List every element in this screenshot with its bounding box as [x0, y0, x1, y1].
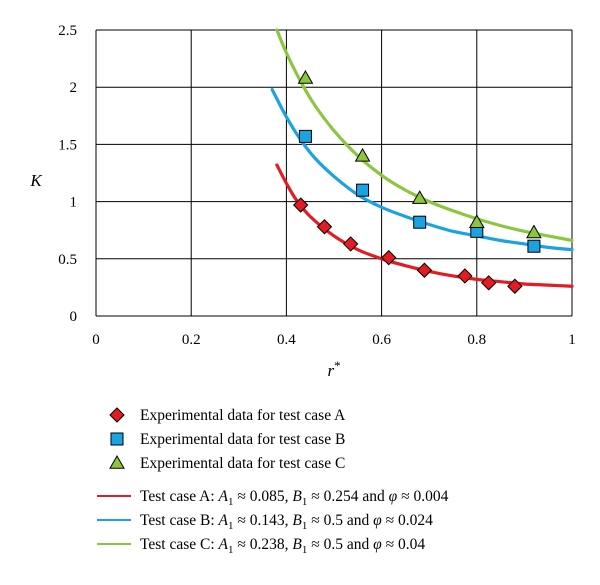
data-point-c: [468, 214, 485, 228]
legend-entry-label: Experimental data for test case B: [140, 431, 345, 448]
y-tick-label: 1: [70, 195, 78, 211]
legend-entry-label: Experimental data for test case A: [140, 407, 346, 424]
y-tick-label: 0: [70, 309, 78, 325]
data-point-b: [413, 215, 427, 229]
tick-labels: 0 0.2 0.4 0.6 0.8 1 0 0.5 1 1.5 2 2.5: [58, 23, 576, 348]
data-point-a: [316, 219, 333, 235]
data-point-a: [381, 249, 397, 266]
y-tick-label: 2.5: [58, 23, 77, 39]
y-tick-label: 0.5: [58, 252, 77, 268]
legend: Experimental data for test case A Experim…: [97, 407, 449, 556]
legend-entry-label: Test case C: A1 ≈ 0.238, B1 ≈ 0.5 and φ …: [140, 536, 425, 556]
x-tick-label: 0.6: [372, 332, 391, 348]
data-point-b: [356, 183, 370, 197]
x-tick-label: 0.2: [182, 332, 201, 348]
y-axis-label: K: [29, 171, 43, 190]
data-point-a: [342, 236, 359, 252]
fitted-curves: [270, 28, 574, 288]
data-point-c: [526, 224, 542, 239]
data-point-a: [480, 275, 497, 291]
data-point-c: [354, 147, 371, 162]
legend-entry-label: Experimental data for test case C: [140, 455, 345, 472]
data-point-a: [507, 278, 523, 294]
x-tick-label: 1: [568, 332, 576, 348]
x-tick-label: 0.8: [467, 332, 486, 348]
grid: [95, 29, 573, 317]
data-point-b: [527, 239, 541, 253]
legend-symbol-square: [110, 432, 124, 446]
data-point-c: [411, 190, 428, 204]
x-tick-label: 0.4: [277, 332, 296, 348]
legend-symbol-triangle: [109, 454, 125, 469]
y-tick-label: 2: [70, 80, 78, 96]
data-point-a: [457, 268, 473, 284]
fit-curve-b: [270, 87, 574, 252]
x-axis-label: r*: [327, 358, 340, 380]
data-point-a: [292, 197, 309, 213]
y-tick-label: 1.5: [58, 137, 77, 153]
data-point-b: [298, 129, 312, 143]
data-point-a: [416, 262, 433, 278]
data-point-c: [297, 70, 314, 84]
fit-curve-c: [275, 28, 574, 243]
legend-entry-label: Test case B: A1 ≈ 0.143, B1 ≈ 0.5 and φ …: [140, 512, 433, 532]
experimental-points: [292, 70, 542, 294]
legend-entry-label: Test case A: A1 ≈ 0.085, B1 ≈ 0.254 and …: [140, 488, 449, 508]
legend-symbol-diamond: [109, 407, 125, 423]
x-tick-label: 0: [92, 332, 100, 348]
